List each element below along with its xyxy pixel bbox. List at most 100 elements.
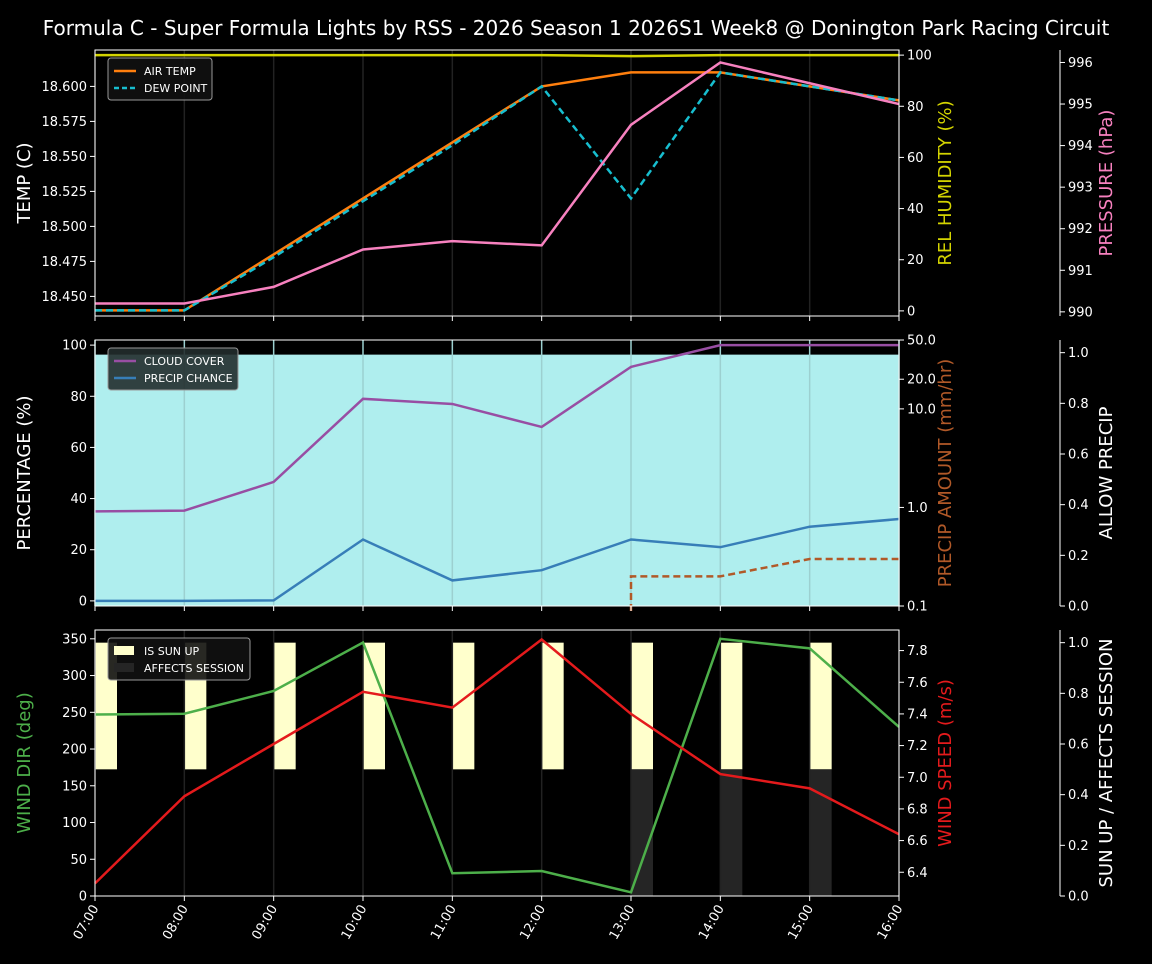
y2-axis-tick-label: 7.4 [907,707,928,722]
affects-session-bar [631,769,653,896]
sun-up-bar [452,642,475,770]
panel-1: 18.450 18.475 18.500 18.525 18.550 18.575 18.6… [14,49,1117,321]
y3-axis-tick-label: 0.4 [1068,498,1089,513]
y2-axis-tick-label: 7.6 [907,676,928,691]
y-axis-tick-label: 18.525 [42,185,88,200]
wind-speed-m-s-line [94,637,900,885]
y2-axis-tick-label: 1.0 [907,501,928,516]
y-axis-tick-label: 200 [62,743,87,758]
y-axis-tick-label: 100 [62,816,87,831]
precip-amount-mm-hr-line [629,557,899,611]
y3-axis-tick-label: 0.8 [1068,397,1089,412]
x-tick-label: 13:00 [607,903,639,943]
allow-precip-area [95,354,899,606]
y2-axis-tick-label: 6.8 [907,802,928,817]
y2-axis-label: REL HUMIDITY (%) [935,100,956,265]
plot-area [95,50,899,316]
x-tick-label: 14:00 [696,903,728,943]
pressure-hpa-line [95,61,900,305]
legend: IS SUN UP AFFECTS SESSION [107,637,251,681]
y3-axis-tick-label: 0.2 [1068,839,1089,854]
y3-axis-tick-label: 0.2 [1068,549,1089,564]
legend-label: AIR TEMP [144,65,196,78]
sun-up-bar [809,642,832,770]
y-axis-tick-label: 80 [70,390,87,405]
air-temp-line [95,71,900,312]
affects-session-bar [720,769,743,896]
legend-box [107,57,213,101]
y3-axis-tick-label: 0.0 [1068,890,1089,905]
precip-chance-line [95,517,900,603]
y-axis-tick-label: 40 [70,492,87,507]
rel-humidity-line [95,53,899,58]
panel-3: 0 50 100 150 200 250 300 350 WIND DIR (deg) 6.4 6.… [14,629,1117,943]
y-axis-tick-label: 18.575 [42,115,88,130]
y-axis-label: TEMP (C) [14,142,35,224]
y2-axis-tick-label: 7.0 [907,771,928,786]
y2-axis-tick-label: 0.1 [907,600,928,615]
plot-frame [94,49,900,317]
x-tick-label: 12:00 [517,903,549,943]
y3-axis-tick-label: 993 [1068,181,1093,196]
y-axis-tick-label: 50 [70,853,87,868]
y3-axis-tick-label: 1.0 [1068,636,1089,651]
y3-axis-tick-label: 996 [1068,56,1093,71]
y-axis-tick-label: 250 [62,706,87,721]
y3-axis-tick-label: 995 [1068,98,1093,113]
y2-axis-tick-label: 6.6 [907,834,928,849]
y3-axis-tick-label: 1.0 [1068,346,1089,361]
y2-axis-tick-label: 50.0 [907,334,936,349]
y3-axis-tick-label: 0.8 [1068,687,1089,702]
y-axis-tick-label: 0 [79,890,87,905]
y2-axis-tick-label: 100 [907,49,932,64]
legend-box [107,637,251,681]
x-tick-label: 08:00 [160,903,192,943]
legend-label: IS SUN UP [144,645,200,658]
panel-2: 0 20 40 60 80 100 PERCENTAGE (%) 0.1 1.0 10.0 20.0… [14,334,1117,615]
legend-label: DEW POINT [144,82,208,95]
y2-axis-tick-label: 20 [907,253,924,268]
y-axis-tick-label: 18.450 [42,290,88,305]
sun-up-bar [541,642,564,770]
y3-axis-label: PRESSURE (hPa) [1096,110,1117,257]
y3-axis-tick-label: 0.0 [1068,600,1089,615]
legend: AIR TEMP DEW POINT [107,57,213,101]
x-tick-label: 11:00 [428,903,460,943]
plot-frame [94,629,900,897]
legend-label: CLOUD COVER [144,355,225,368]
y2-axis-tick-label: 80 [907,100,924,115]
x-tick-label: 09:00 [249,903,281,943]
affects-session-bar [809,769,832,896]
legend: CLOUD COVER PRECIP CHANCE [107,347,239,391]
y-axis-label: WIND DIR (deg) [14,692,35,834]
y2-axis-label: PRECIP AMOUNT (mm/hr) [935,359,956,588]
y3-axis-label: SUN UP / AFFECTS SESSION [1096,638,1117,887]
y3-axis-tick-label: 990 [1068,305,1093,320]
y3-axis-label: ALLOW PRECIP [1096,406,1117,539]
y2-axis-tick-label: 6.4 [907,866,928,881]
y-axis-tick-label: 60 [70,441,87,456]
chart-title: Formula C - Super Formula Lights by RSS … [43,16,1110,40]
y-axis-tick-label: 300 [62,669,87,684]
y2-axis-tick-label: 0 [907,304,915,319]
legend-label: PRECIP CHANCE [144,372,233,385]
y-axis-tick-label: 20 [70,543,87,558]
y3-axis-tick-label: 0.4 [1068,788,1089,803]
plot-frame [94,339,900,607]
y2-axis-tick-label: 40 [907,202,924,217]
y-axis-tick-label: 350 [62,632,87,647]
sun-up-bar [363,642,385,770]
y3-axis-tick-label: 994 [1068,139,1093,154]
y2-axis-tick-label: 10.0 [907,402,936,417]
sun-up-bar [273,642,296,770]
y2-axis-tick-label: 20.0 [907,373,936,388]
y2-axis-tick-label: 60 [907,151,924,166]
y2-axis-tick-label: 7.2 [907,739,928,754]
y-axis-tick-label: 18.475 [42,255,88,270]
y2-axis-tick-label: 7.8 [907,644,928,659]
dew-point-line [95,71,900,312]
x-tick-label: 10:00 [339,903,371,943]
y3-axis-tick-label: 0.6 [1068,448,1089,463]
legend-box [107,347,239,391]
